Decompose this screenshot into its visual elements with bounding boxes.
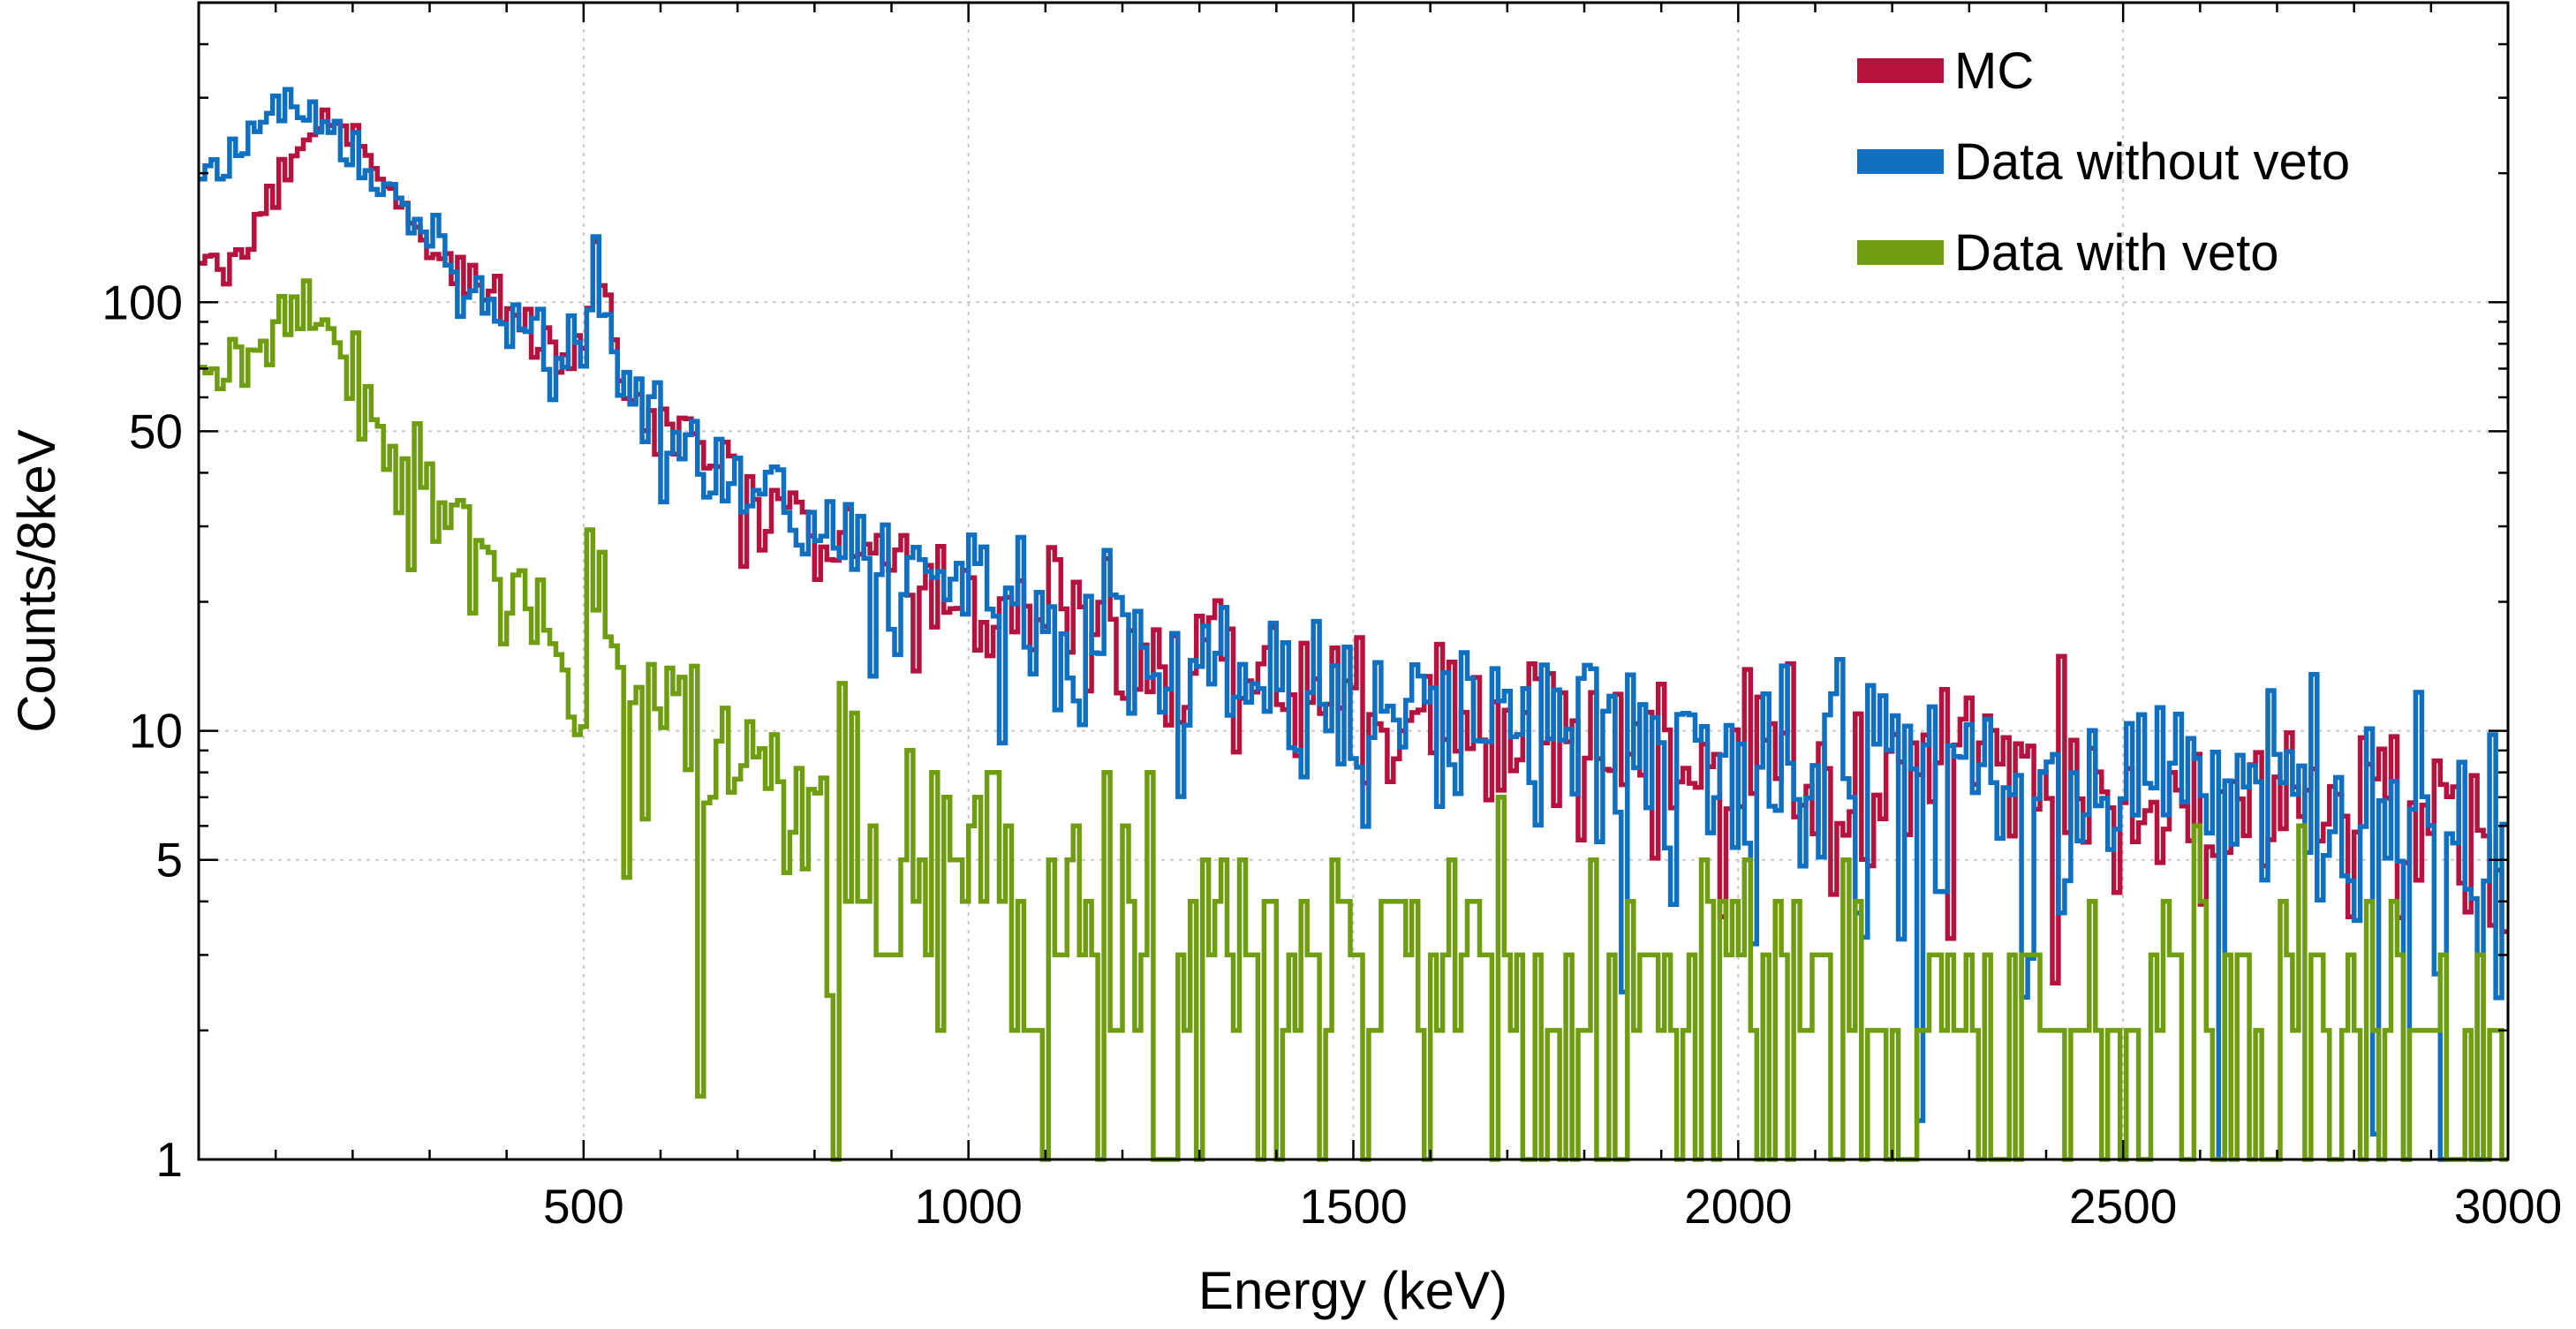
x-tick-label: 2500 [2069, 1179, 2177, 1234]
series-line [199, 278, 2508, 1162]
y-tick-label: 50 [129, 404, 183, 458]
legend-label: Data without veto [1954, 133, 2350, 191]
grid-lines [199, 3, 2508, 1159]
y-tick-label: 5 [155, 833, 183, 887]
x-tick-label: 1500 [1299, 1179, 1407, 1234]
legend-swatch [1857, 240, 1944, 265]
legend-label: MC [1954, 42, 2034, 100]
y-tick-label: 100 [102, 275, 183, 329]
x-tick-label: 3000 [2454, 1179, 2562, 1234]
legend-swatch [1857, 149, 1944, 174]
y-axis-label: Counts/8keV [7, 429, 66, 733]
x-tick-label: 2000 [1684, 1179, 1792, 1234]
y-tick-label: 10 [129, 704, 183, 759]
series-line [199, 87, 2508, 1162]
legend: MC Data without veto Data with veto [1857, 42, 2350, 282]
series-lines [199, 87, 2508, 1162]
legend-label: Data with veto [1954, 224, 2279, 282]
y-tick-label: 1 [155, 1132, 183, 1187]
x-axis-label: Energy (keV) [1198, 1261, 1507, 1320]
axis-ticks: 500 1000 1500 2000 2500 3000 1 5 10 50 100 [102, 3, 2562, 1234]
x-tick-label: 1000 [914, 1179, 1022, 1234]
x-tick-label: 500 [543, 1179, 624, 1234]
legend-swatch [1857, 58, 1944, 83]
